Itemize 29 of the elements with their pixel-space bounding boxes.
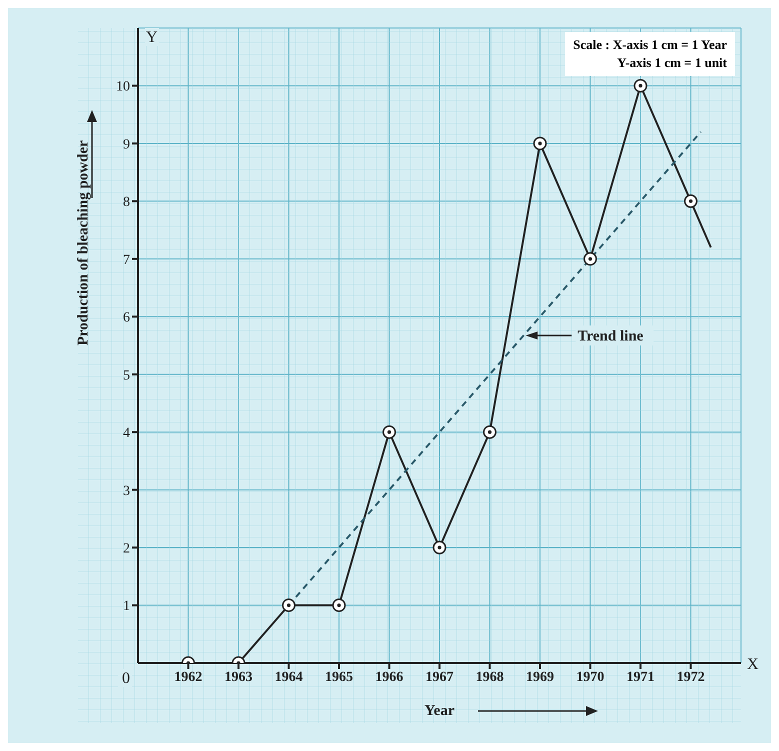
x-tick-label: 1972 <box>676 670 705 685</box>
x-tick-label: 1963 <box>224 670 252 685</box>
y-tick-label: 8 <box>123 195 130 210</box>
x-tick-label: 1971 <box>626 670 654 685</box>
x-tick-label: 1969 <box>526 670 554 685</box>
y-tick-label: 10 <box>116 80 130 95</box>
text: 0 <box>122 670 130 687</box>
x-tick-label: 1964 <box>274 670 303 685</box>
y-tick-label: 9 <box>123 137 130 152</box>
x-tick-label: 1968 <box>476 670 504 685</box>
y-tick-label: 1 <box>123 599 130 614</box>
y-tick-label: 7 <box>123 252 130 268</box>
y-tick-label: 4 <box>123 426 130 442</box>
x-tick-label: 1967 <box>426 670 454 685</box>
annotation: Scale : X-axis 1 cm = 1 Year <box>573 36 727 54</box>
y-tick-label: 5 <box>123 368 130 384</box>
y-tick-label: 6 <box>123 310 130 326</box>
x-tick-label: 1962 <box>174 670 202 685</box>
x-tick-label: 1965 <box>325 670 353 685</box>
x-axis-title: Year <box>424 703 455 719</box>
x-tick-label: 1966 <box>375 670 404 685</box>
y-tick-label: 2 <box>123 542 130 557</box>
annotation: Y-axis 1 cm = 1 unit <box>616 54 727 72</box>
text: X <box>747 656 759 673</box>
y-axis-title: Production of bleaching powder <box>75 140 92 346</box>
legend-label: Trend line <box>578 328 644 344</box>
y-tick-label: 3 <box>123 484 130 499</box>
x-tick-label: 1970 <box>576 670 604 685</box>
annotation: Y <box>146 29 158 46</box>
